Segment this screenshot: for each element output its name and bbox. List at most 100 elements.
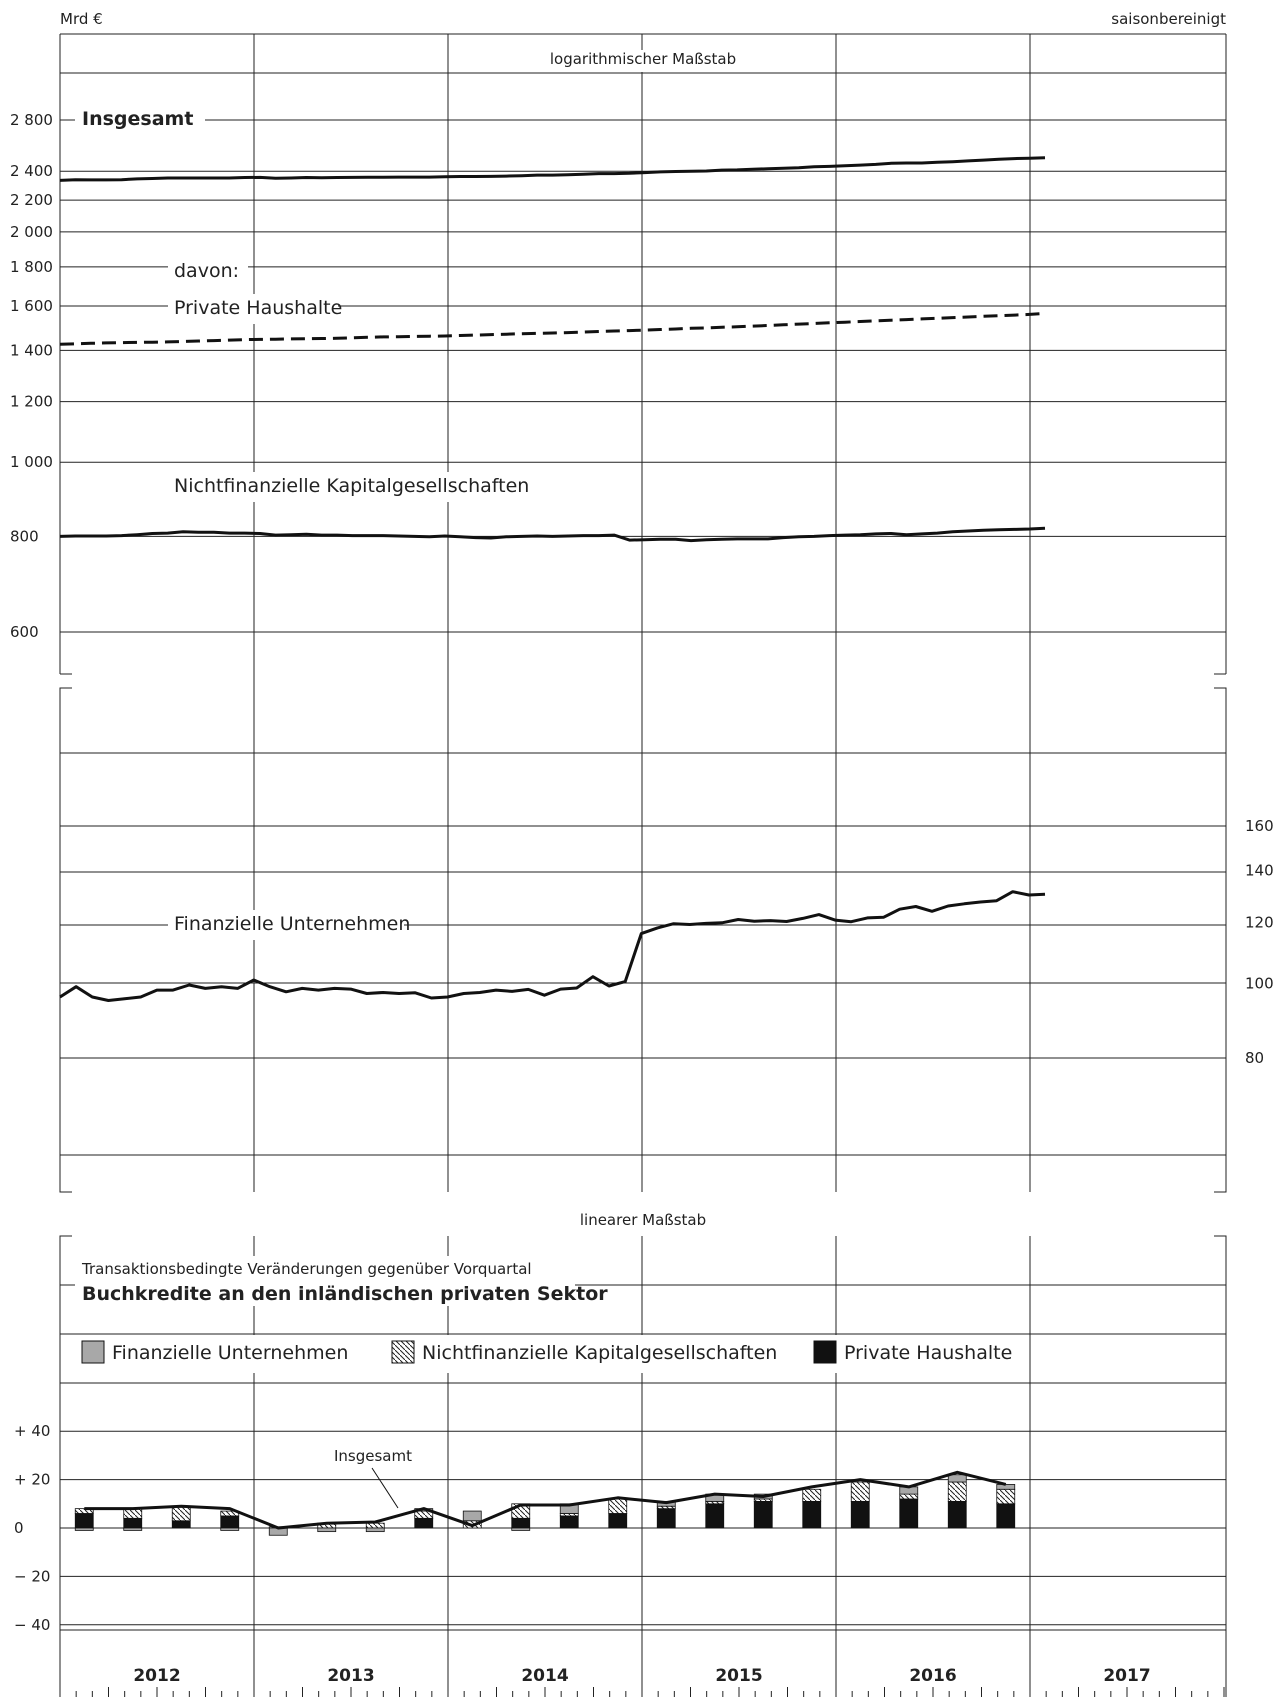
y-tick-label: 120 — [1245, 913, 1274, 931]
total-line: Insgesamt — [84, 1447, 1007, 1530]
series-line — [59, 890, 1046, 1002]
axis-break-mark — [59, 687, 72, 1193]
bar-segment — [365, 1527, 385, 1533]
y-tick-label: 1 000 — [10, 453, 53, 471]
bar-segment — [123, 1527, 143, 1531]
label-background — [75, 1335, 1010, 1373]
log-panel: logarithmischer Maßstab 2 800 2 400 2 200 2… — [10, 33, 1274, 1193]
series-line — [59, 526, 1046, 543]
bar-segment — [123, 1517, 143, 1529]
series-label: Private Haushalte — [174, 297, 342, 319]
label-background — [168, 910, 404, 940]
bar-segment — [947, 1481, 967, 1502]
series-label: Finanzielle Unternehmen — [174, 913, 410, 935]
bar-segment — [850, 1500, 870, 1529]
series-label: Nichtfinanzielle Kapitalgesellschaften — [174, 475, 529, 497]
y-tick-label: 800 — [10, 527, 39, 545]
bar-segment — [220, 1515, 240, 1529]
total-series-line — [84, 1470, 1007, 1530]
y-tick-label: 1 600 — [10, 297, 53, 315]
log-verticals — [253, 34, 1031, 1192]
y-tick-label: 1 800 — [10, 258, 53, 276]
linear-scale-label: linearer Maßstab — [580, 1211, 706, 1229]
bar-segment — [850, 1481, 870, 1502]
series-line — [59, 156, 1046, 182]
y-tick-label: 1 400 — [10, 341, 53, 359]
x-tick-label: 2017 — [1103, 1666, 1150, 1686]
y-tick-label: 80 — [1245, 1049, 1264, 1067]
x-tick-label: 2015 — [715, 1666, 762, 1686]
bar-segment — [608, 1513, 628, 1529]
log-gridlines — [59, 33, 1227, 1193]
bar-segment — [802, 1488, 822, 1502]
bar-segment — [996, 1484, 1016, 1490]
bar-gridlines — [59, 1210, 1227, 1697]
label-background — [75, 1256, 575, 1306]
bar-segment — [996, 1503, 1016, 1529]
log-scale-label: logarithmischer Maßstab — [550, 50, 736, 68]
label-background — [548, 50, 738, 72]
bar-segment — [74, 1513, 94, 1529]
y-tick-label: 2 200 — [10, 191, 53, 209]
bar-chart-subtitle: Transaktionsbedingte Veränderungen gegen… — [81, 1260, 532, 1278]
bar-chart-title: Buchkredite an den inländischen privaten… — [82, 1283, 608, 1305]
x-tick-label: 2014 — [521, 1666, 568, 1686]
y-tick-label: 100 — [1245, 974, 1274, 992]
label-background — [168, 294, 338, 324]
label-background — [75, 100, 205, 132]
legend-label: Finanzielle Unternehmen — [112, 1342, 348, 1364]
x-axis: 2012 2013 2014 2015 2016 2017 — [59, 1666, 1225, 1697]
legend-swatch — [391, 1340, 415, 1364]
y-tick-label: 1 200 — [10, 393, 53, 411]
label-background — [576, 1210, 712, 1234]
y-tick-label: 2 400 — [10, 162, 53, 180]
leader-line — [371, 1467, 399, 1509]
y-tick-labels-bar: + 40 + 20 0 − 20 − 40 — [14, 1422, 50, 1634]
bar-segment — [947, 1474, 967, 1483]
label-background — [168, 472, 518, 502]
bar-segment — [559, 1515, 579, 1529]
legend-label: Nichtfinanzielle Kapitalgesellschaften — [422, 1342, 777, 1364]
y-tick-label: − 20 — [14, 1567, 50, 1585]
legend: Finanzielle Unternehmen Nichtfinanzielle … — [81, 1340, 1012, 1364]
bar-segment — [996, 1488, 1016, 1505]
y-tick-label: 2 800 — [10, 111, 53, 129]
bar-segment — [317, 1527, 337, 1533]
bar-segment — [608, 1498, 628, 1514]
unit-label-right: saisonbereinigt — [1111, 10, 1226, 28]
y-tick-label: + 40 — [14, 1422, 50, 1440]
y-tick-label: 600 — [10, 623, 39, 641]
axis-break-mark — [1214, 1235, 1227, 1697]
x-tick-label: 2016 — [909, 1666, 956, 1686]
bar-panel: linearer Maßstab Transaktionsbedingte Ve… — [14, 1210, 1227, 1697]
bar-segment — [74, 1508, 94, 1514]
axis-break-mark — [59, 1235, 72, 1697]
log-series-labels: Insgesamt davon: Private Haushalte Nichtfin… — [75, 100, 529, 940]
y-tick-label: − 40 — [14, 1616, 50, 1634]
axis-break-mark — [1214, 687, 1227, 1193]
bar-segment — [462, 1510, 482, 1522]
bar-segment — [656, 1508, 676, 1529]
bar-segment — [802, 1500, 822, 1529]
bar-segment — [899, 1493, 919, 1500]
log-series-lines — [59, 156, 1046, 1002]
y-tick-label: 2 000 — [10, 223, 53, 241]
bar-segment — [753, 1500, 773, 1529]
bar-segment — [171, 1505, 191, 1522]
total-line-label: Insgesamt — [334, 1447, 412, 1465]
label-background — [168, 256, 248, 286]
legend-swatch — [81, 1340, 105, 1364]
bar-segment — [511, 1527, 531, 1531]
y-tick-label: 0 — [14, 1519, 24, 1537]
bar-segment — [511, 1517, 531, 1529]
bar-segment — [947, 1500, 967, 1529]
unit-label-left: Mrd € — [60, 10, 103, 28]
y-tick-label: 160 — [1245, 817, 1274, 835]
legend-label: Private Haushalte — [844, 1342, 1012, 1364]
bar-segment — [74, 1527, 94, 1531]
x-tick-label: 2013 — [327, 1666, 374, 1686]
series-label: davon: — [174, 260, 239, 282]
y-tick-labels-right: 160 140 120 100 80 — [1245, 817, 1274, 1067]
y-tick-label: 140 — [1245, 862, 1274, 880]
